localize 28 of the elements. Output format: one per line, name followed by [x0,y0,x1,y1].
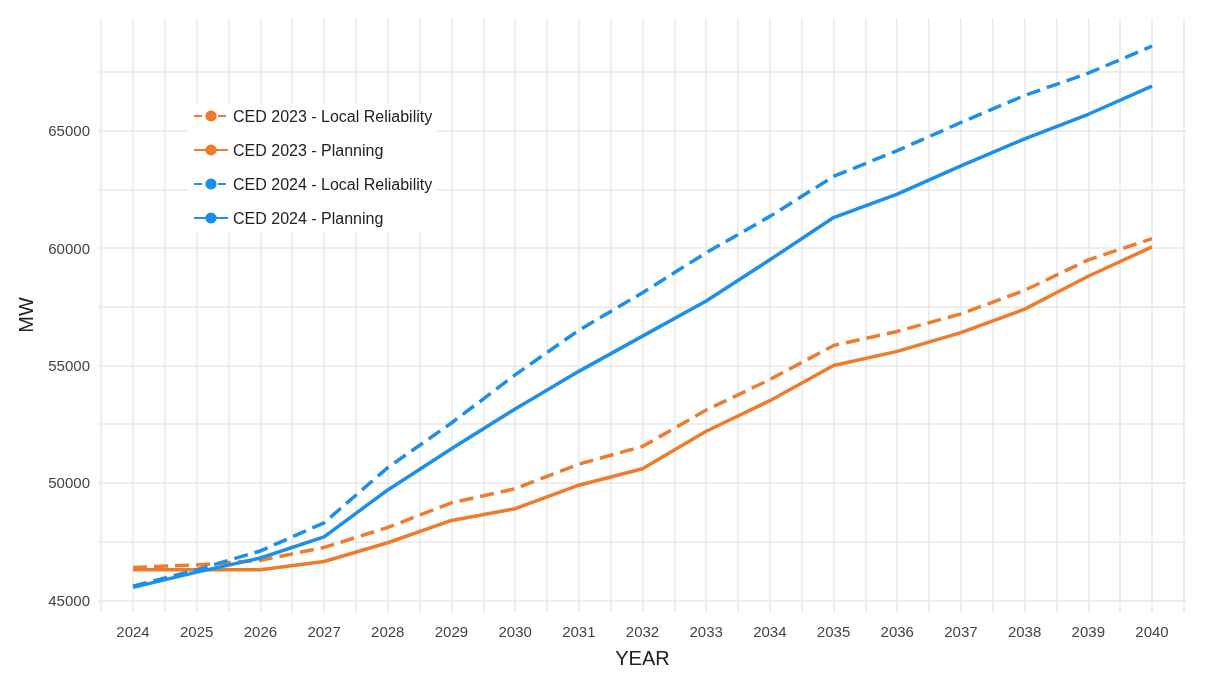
x-tick-label: 2030 [498,623,532,640]
x-tick-label: 2032 [625,623,660,640]
legend-label: CED 2023 - Planning [233,141,384,159]
x-tick-label: 2040 [1135,623,1169,640]
x-tick-label: 2034 [753,623,787,640]
y-tick-label: 65000 [48,122,90,140]
legend-label: CED 2024 - Local Reliability [233,175,433,193]
x-tick-label: 2031 [562,623,596,640]
x-tick-label: 2029 [434,623,469,640]
x-tick-label: 2025 [180,623,214,640]
y-axis-title: MW [15,297,37,333]
x-tick-label: 2036 [880,623,914,640]
x-tick-label: 2038 [1007,623,1042,640]
x-axis-title: YEAR [615,647,670,669]
x-tick-label: 2033 [689,623,723,640]
x-tick-label: 2039 [1071,623,1105,640]
legend-label: CED 2023 - Local Reliability [233,107,433,125]
x-tick-label: 2035 [816,623,851,640]
y-tick-label: 45000 [48,591,90,609]
x-tick-label: 2028 [371,623,405,640]
x-tick-label: 2027 [307,623,341,640]
y-tick-label: 55000 [48,356,90,374]
x-tick-label: 2037 [944,623,978,640]
y-tick-label: 50000 [48,474,90,492]
legend-label: CED 2024 - Planning [233,209,384,227]
y-tick-label: 60000 [48,239,90,257]
x-tick-label: 2026 [243,623,278,640]
x-tick-label: 2024 [116,623,150,640]
